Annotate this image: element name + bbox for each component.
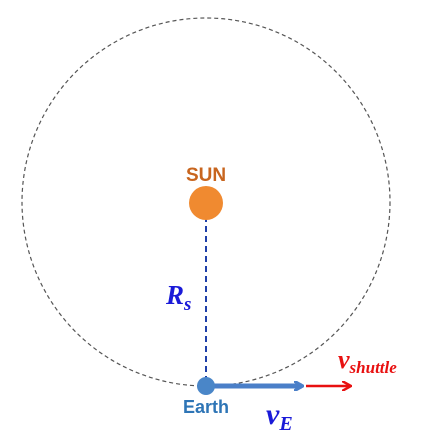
shuttle-velocity-label: vshuttle	[338, 345, 397, 377]
radius-subscript: s	[183, 294, 191, 315]
earth-label: Earth	[183, 397, 229, 417]
shuttle-velocity-subscript: shuttle	[349, 358, 398, 377]
earth-velocity-subscript: E	[278, 413, 292, 435]
sun	[189, 186, 223, 220]
radius-symbol: R	[165, 280, 184, 310]
earth-velocity-label: vE	[266, 398, 293, 435]
earth-velocity-symbol: v	[266, 398, 280, 431]
radius-label: Rs	[165, 280, 191, 315]
earth	[197, 377, 215, 395]
sun-label: SUN	[186, 165, 226, 186]
shuttle-velocity-symbol: v	[338, 345, 350, 374]
